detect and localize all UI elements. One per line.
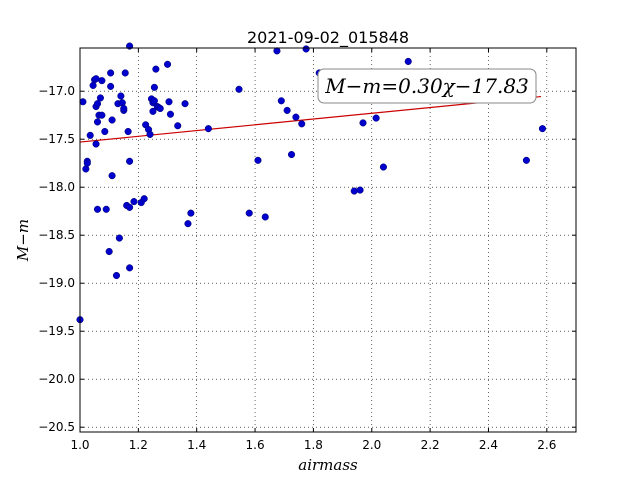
annotation-text: M−m=0.30χ−17.83	[324, 74, 529, 98]
plot-frame	[79, 47, 577, 433]
data-point	[204, 125, 212, 133]
annotation-box	[317, 68, 537, 104]
data-point	[93, 100, 102, 108]
data-point	[163, 60, 172, 68]
data-point	[126, 203, 134, 211]
data-point	[89, 81, 97, 89]
data-point	[174, 122, 182, 130]
y-tick-label: −20.0	[38, 372, 75, 386]
y-tick-label: −19.0	[38, 276, 75, 290]
data-point	[112, 271, 121, 280]
data-point	[404, 57, 412, 65]
data-point	[298, 120, 306, 128]
data-point	[130, 198, 138, 206]
data-point	[102, 205, 110, 213]
data-point	[235, 85, 243, 93]
data-point	[105, 247, 113, 256]
x-tick-label: 2.0	[362, 438, 381, 452]
x-tick-label: 1.0	[70, 438, 89, 452]
data-points	[76, 42, 546, 324]
data-point	[166, 110, 174, 118]
x-tick-label: 1.2	[129, 438, 148, 452]
data-point	[254, 156, 262, 164]
data-point	[277, 97, 285, 105]
data-point	[165, 98, 173, 106]
x-axis-label: airmass	[298, 456, 358, 474]
data-point	[149, 107, 157, 115]
data-point	[98, 111, 106, 119]
data-point	[372, 114, 380, 122]
data-point	[152, 65, 160, 73]
data-point	[118, 99, 126, 107]
data-point	[93, 205, 102, 213]
data-point	[302, 45, 310, 53]
data-point	[273, 47, 281, 55]
x-tick-label: 1.4	[187, 438, 206, 452]
data-point	[126, 157, 134, 165]
data-point	[150, 83, 158, 91]
data-point	[96, 94, 104, 102]
x-tick-label: 1.6	[246, 438, 265, 452]
x-tick-label: 2.4	[479, 438, 498, 452]
data-point	[115, 234, 123, 242]
data-point	[187, 209, 195, 217]
fit-annotation: M−m=0.30χ−17.83	[317, 68, 537, 104]
data-point	[150, 97, 158, 105]
data-point	[126, 264, 134, 272]
data-point	[82, 165, 90, 173]
y-axis-label: M−m	[14, 219, 32, 262]
axis-ticks: 1.0 1.2 1.4 1.6 1.8 2.0 2.2 2.4 2.6 −17.0 −17.5 −18…	[38, 48, 576, 452]
data-point	[124, 127, 132, 136]
x-tick-label: 2.6	[537, 438, 556, 452]
y-tick-label: −17.5	[38, 132, 75, 146]
data-point	[522, 156, 530, 164]
data-point	[92, 140, 100, 148]
fit-line	[79, 95, 542, 143]
data-point	[93, 118, 102, 126]
y-tick-label: −18.5	[38, 228, 75, 242]
data-point	[108, 172, 116, 180]
y-tick-label: −19.5	[38, 324, 75, 338]
x-tick-label: 1.8	[304, 438, 323, 452]
data-point	[117, 92, 125, 100]
data-point	[86, 131, 94, 139]
data-point	[181, 100, 189, 108]
data-point	[107, 69, 115, 77]
fit-line-group	[79, 95, 542, 143]
y-tick-label: −17.0	[38, 84, 75, 98]
data-point	[101, 127, 109, 136]
data-point	[359, 119, 367, 127]
data-point	[184, 220, 192, 228]
data-point	[156, 104, 164, 113]
chart-title: 2021-09-02_015848	[247, 28, 409, 48]
x-tick-label: 2.2	[421, 438, 440, 452]
data-point	[261, 213, 269, 221]
data-point	[356, 186, 364, 194]
plot-area	[80, 48, 576, 432]
grid-lines	[79, 48, 576, 432]
y-tick-label: −18.0	[38, 180, 75, 194]
data-point	[120, 104, 128, 113]
data-point	[287, 151, 296, 159]
data-point	[350, 187, 358, 195]
data-point	[292, 113, 300, 121]
data-point	[121, 69, 129, 77]
data-point	[98, 77, 106, 85]
data-point	[538, 125, 546, 133]
data-point	[379, 163, 387, 171]
data-point	[107, 82, 115, 90]
data-point	[245, 209, 253, 217]
data-point	[108, 116, 116, 124]
data-point	[140, 195, 148, 203]
data-point	[146, 130, 154, 138]
data-point	[283, 106, 291, 114]
y-tick-label: −20.5	[38, 420, 75, 434]
data-point	[79, 98, 87, 106]
data-point	[83, 159, 91, 167]
